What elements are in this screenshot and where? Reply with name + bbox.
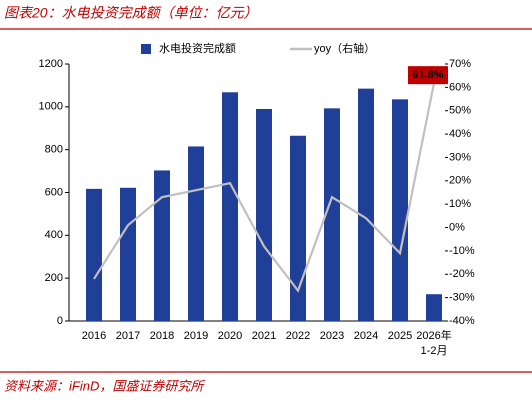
bar [358, 88, 374, 321]
x-tick-label: 2016 [82, 330, 106, 342]
value-label: 61.8% [412, 69, 443, 81]
bar [324, 108, 340, 322]
x-tick-label: 2022 [286, 330, 310, 342]
chart-title: 图表20：水电投资完成额（单位：亿元） [4, 5, 258, 21]
y2-tick-label: 40% [449, 128, 471, 140]
legend-swatch [141, 44, 151, 54]
source: 资料来源：iFinD，国盛证券研究所 [4, 378, 205, 393]
bar [154, 170, 170, 321]
x-tick-label: 2026年 1-2月 [416, 328, 451, 357]
x-tick-label: 2020 [218, 330, 242, 342]
y2-tick-label: 0% [449, 221, 465, 233]
y2-tick-label: 20% [449, 175, 471, 187]
y-tick-label: 1000 [39, 101, 63, 113]
x-tick-label: 2025 [388, 330, 412, 342]
legend-label: 水电投资完成额 [159, 41, 236, 55]
y-tick-label: 0 [57, 315, 63, 327]
y-tick-label: 1200 [39, 58, 63, 70]
bar [426, 294, 442, 321]
y2-tick-label: 60% [449, 81, 471, 93]
y-tick-label: 600 [45, 186, 63, 198]
y-tick-label: 400 [45, 229, 63, 241]
y2-tick-label: 50% [449, 105, 471, 117]
x-tick-label: 2023 [320, 330, 344, 342]
y2-tick-label: -20% [449, 268, 475, 280]
y2-tick-label: 10% [449, 198, 471, 210]
x-tick-label: 2017 [116, 330, 140, 342]
y2-tick-label: -40% [449, 315, 475, 327]
y2-tick-label: 70% [449, 58, 471, 70]
x-tick-label: 2021 [252, 330, 276, 342]
bar [120, 187, 136, 321]
bar [290, 135, 306, 321]
bar [222, 92, 238, 322]
legend-label: yoy（右轴） [314, 41, 375, 55]
x-tick-label: 2024 [354, 330, 378, 342]
y2-tick-label: -30% [449, 292, 475, 304]
yoy-line [93, 82, 436, 293]
x-tick-label: 2019 [184, 330, 208, 342]
value-label-box [408, 66, 448, 85]
y2-tick-label: 30% [449, 151, 471, 163]
bar [86, 188, 102, 321]
y-tick-label: 200 [45, 272, 63, 284]
y-tick-label: 800 [45, 144, 63, 156]
y2-tick-label: -10% [449, 245, 475, 257]
bar [188, 146, 204, 321]
bar [392, 99, 408, 322]
bar [256, 108, 272, 321]
x-tick-label: 2018 [150, 330, 174, 342]
